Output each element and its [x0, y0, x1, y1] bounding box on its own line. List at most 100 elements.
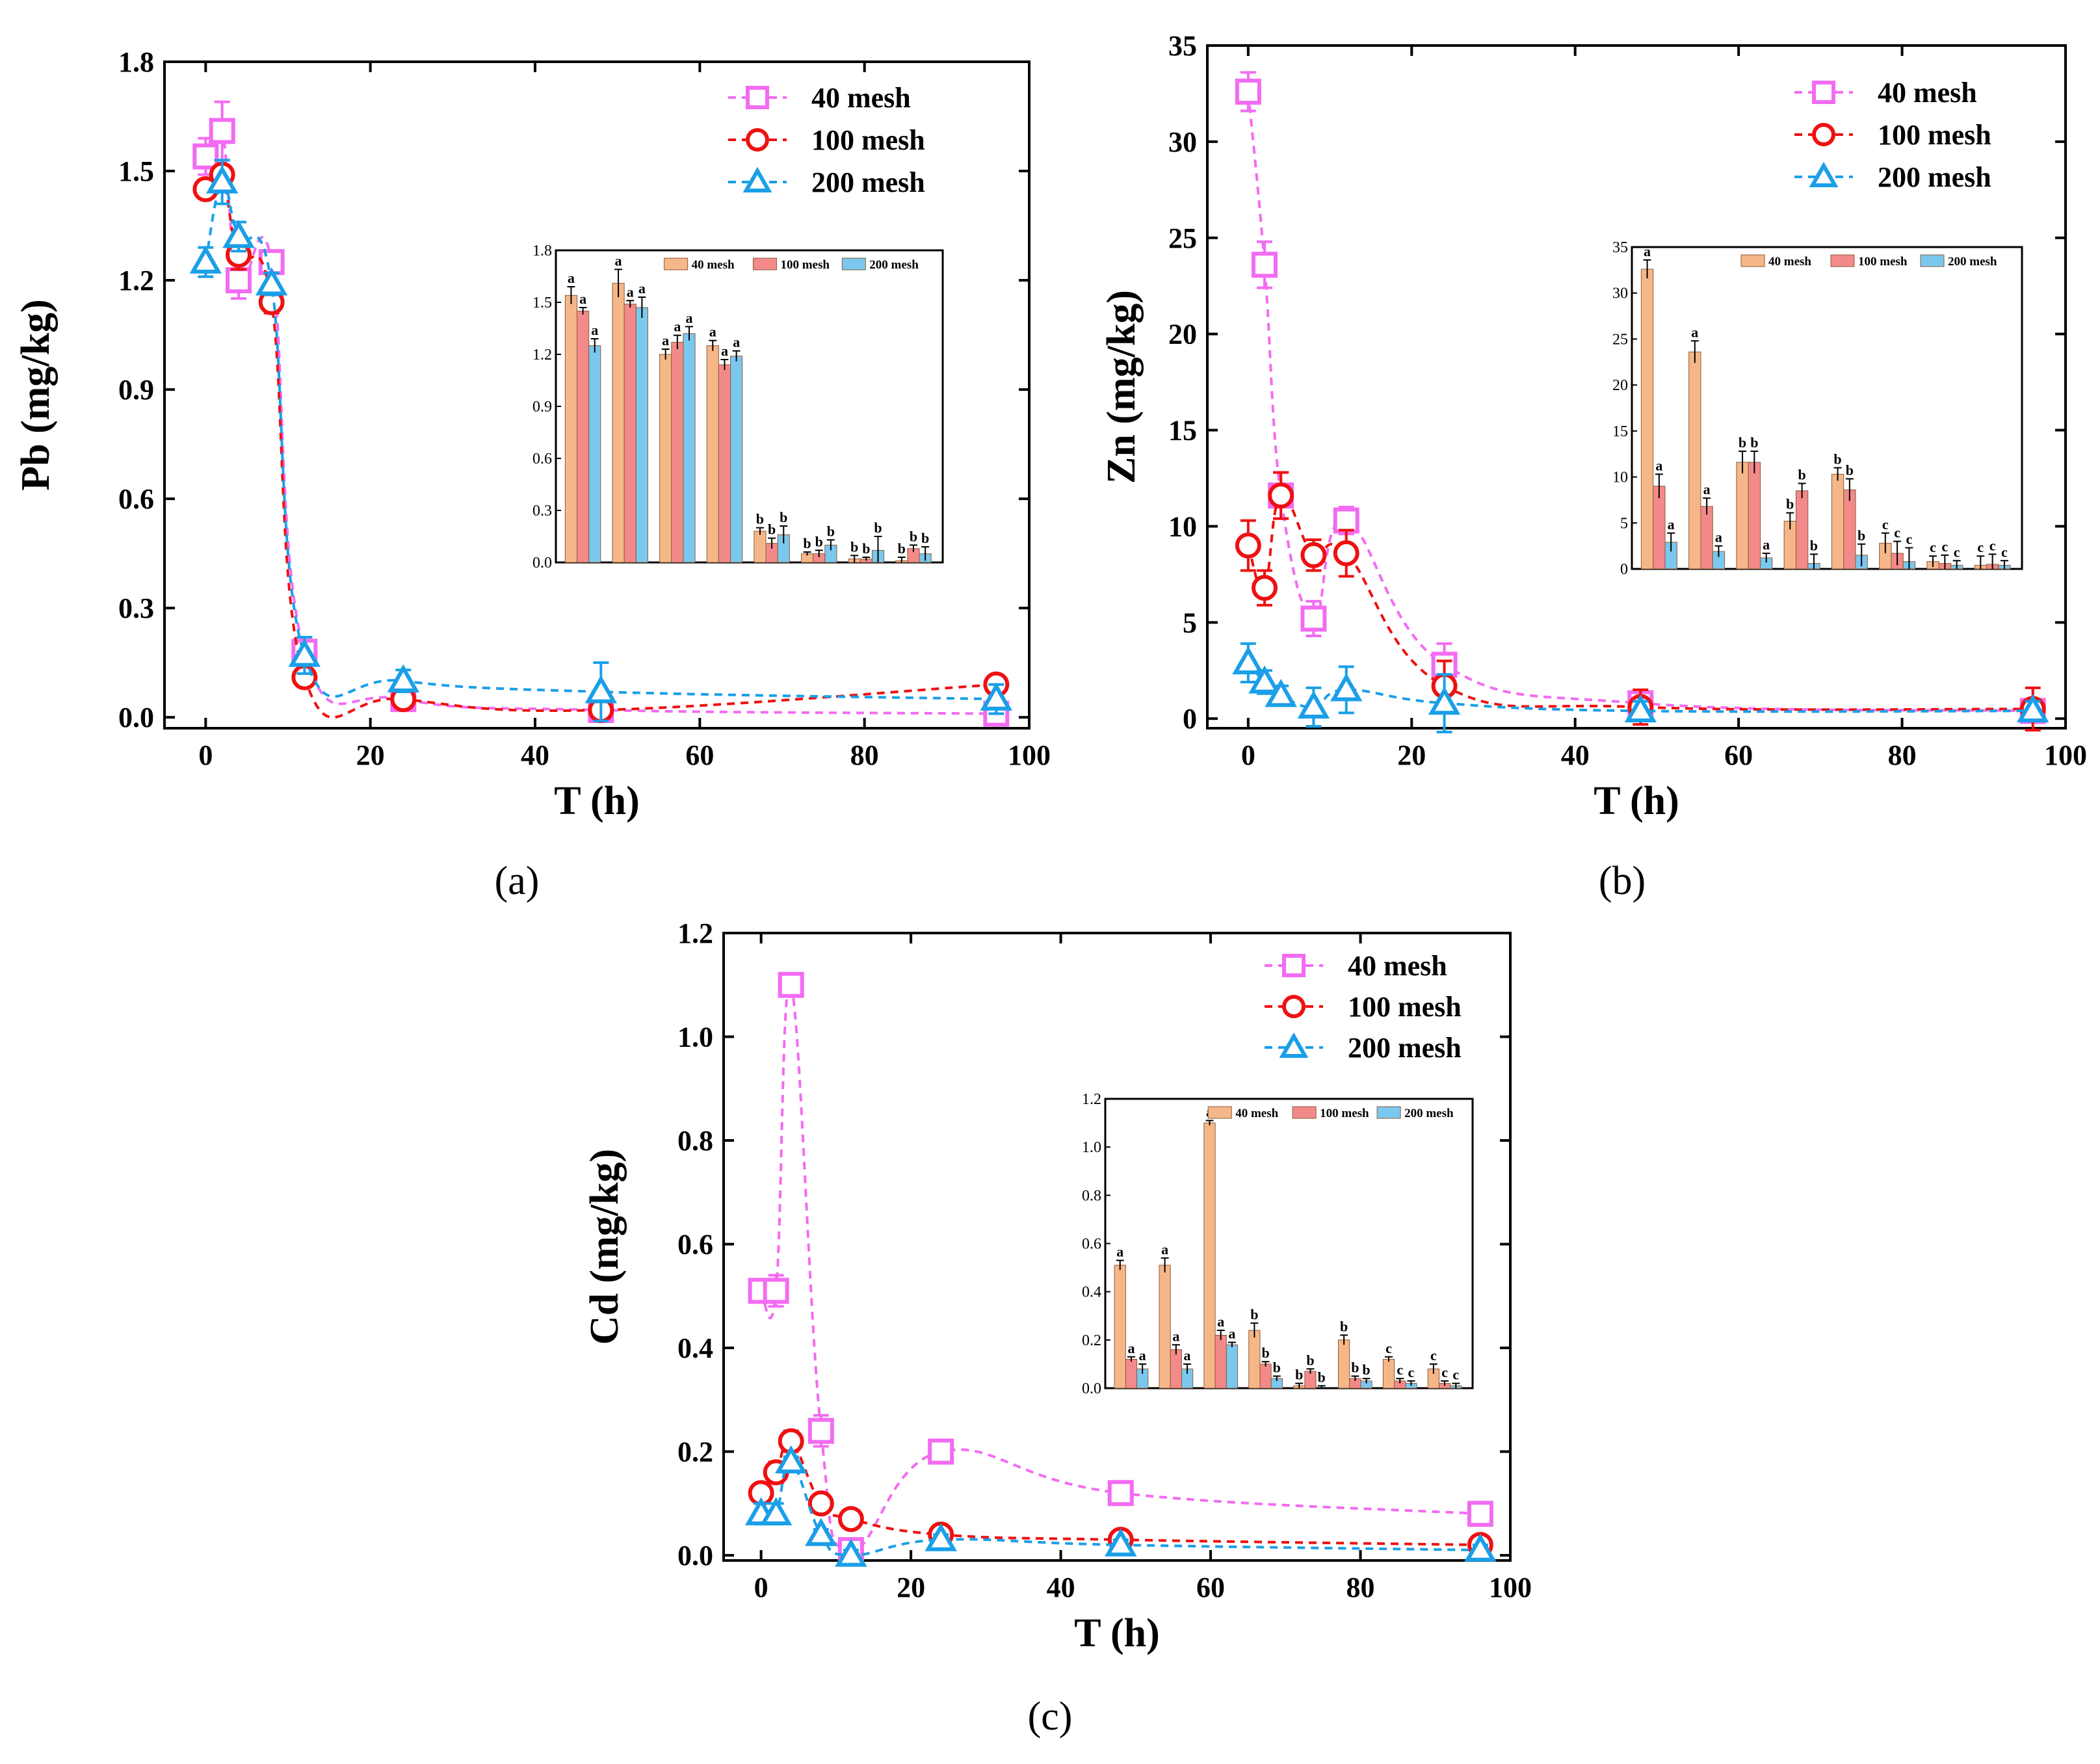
inset-significance-letter: a	[1116, 1243, 1123, 1259]
series-line	[204, 122, 997, 715]
inset-significance-letter: a	[1184, 1347, 1191, 1363]
inset-significance-letter: b	[1273, 1359, 1281, 1375]
inset-significance-letter: b	[862, 540, 870, 557]
inset-y-tick-label: 0.6	[1082, 1236, 1101, 1253]
inset-significance-letter: b	[1846, 462, 1854, 478]
inset-bar	[730, 356, 743, 563]
inset-legend-label: 40 mesh	[1235, 1107, 1278, 1120]
inset-legend-swatch	[1830, 254, 1855, 267]
inset-y-tick-label: 35	[1612, 239, 1628, 256]
inset-bar	[1125, 1359, 1138, 1389]
inset-bar	[1338, 1339, 1350, 1389]
chart-panel-c: 0 20 40 60 80 100 0.0 0.2 0.4 0.6 0.8 1.0 1.2 T (h) Cd…	[583, 917, 1532, 1739]
x-tick-label: 0	[1241, 739, 1255, 771]
x-tick-label: 80	[1346, 1572, 1375, 1603]
inset-bar	[1843, 489, 1856, 570]
inset-significance-letter: b	[1351, 1359, 1359, 1375]
inset-y-tick-label: 20	[1612, 377, 1628, 394]
inset-significance-letter: a	[591, 322, 598, 338]
data-point	[1300, 542, 1327, 568]
y-tick-label: 35	[1168, 30, 1197, 62]
data-point	[1428, 686, 1461, 715]
y-tick-label: 1.8	[118, 46, 154, 78]
x-tick-label: 60	[1724, 739, 1753, 771]
inset-significance-letter: b	[1857, 527, 1865, 544]
legend-marker	[1812, 123, 1835, 146]
data-point	[759, 1497, 793, 1525]
data-point	[387, 664, 420, 692]
series-line	[1246, 494, 2033, 711]
inset-significance-letter: a	[1763, 536, 1770, 553]
inset-significance-letter: c	[1989, 537, 1996, 553]
inset-bar	[671, 341, 684, 563]
legend-label: 40 mesh	[1878, 77, 1977, 109]
inset-bar	[1748, 462, 1761, 570]
data-point	[1268, 482, 1294, 509]
inset-y-tick-label: 25	[1612, 331, 1628, 348]
inset-significance-letter: a	[579, 291, 586, 307]
inset-legend-label: 100 mesh	[780, 258, 830, 272]
inset-significance-letter: b	[1362, 1362, 1370, 1378]
inset-bar	[1114, 1265, 1126, 1389]
y-tick-label: 1.2	[118, 265, 154, 296]
x-tick-label: 80	[850, 739, 879, 771]
inset-bar	[1248, 1330, 1261, 1389]
inset-significance-letter: b	[780, 509, 787, 525]
inset-significance-letter: a	[1139, 1347, 1146, 1363]
inset-bar	[718, 364, 731, 563]
x-axis-label: T (h)	[1594, 779, 1679, 823]
inset-legend-label: 40 mesh	[1768, 255, 1811, 269]
inset-significance-letter: a	[1655, 457, 1662, 473]
inset-significance-letter: a	[1691, 324, 1698, 340]
inset-legend-label: 40 mesh	[692, 258, 735, 272]
x-tick-label: 40	[521, 739, 549, 771]
x-tick-label: 100	[1489, 1572, 1532, 1603]
inset-significance-letter: b	[1810, 537, 1818, 553]
inset-significance-letter: c	[2001, 544, 2008, 560]
inset-y-tick-label: 0.9	[532, 399, 552, 415]
y-axis-label: Cd (mg/kg)	[583, 1149, 627, 1345]
x-tick-label: 0	[198, 739, 213, 771]
inset-significance-letter: b	[1786, 496, 1794, 512]
data-point	[837, 1506, 864, 1533]
x-tick-label: 100	[1008, 739, 1051, 771]
x-tick-label: 0	[754, 1572, 768, 1603]
plot-frame	[163, 60, 1030, 730]
x-tick-label: 20	[897, 1572, 925, 1603]
inset-significance-letter: b	[815, 533, 823, 549]
data-point	[222, 220, 255, 248]
inset-y-tick-label: 0.3	[532, 503, 552, 520]
data-point	[192, 143, 219, 170]
y-tick-label: 0.6	[118, 483, 154, 515]
inset-bar	[1170, 1349, 1182, 1389]
inset-significance-letter: a	[709, 324, 716, 340]
inset-significance-letter: c	[1441, 1364, 1448, 1380]
data-point	[1297, 690, 1330, 719]
inset-significance-letter: c	[1977, 539, 1984, 555]
y-tick-label: 5	[1183, 607, 1197, 638]
inset-legend-swatch	[752, 257, 777, 270]
x-tick-label: 100	[2044, 739, 2087, 771]
inset-significance-letter: c	[1882, 516, 1889, 533]
y-axis-label: Pb (mg/kg)	[14, 299, 58, 491]
inset-significance-letter: b	[910, 528, 917, 544]
inset-legend-swatch	[1207, 1106, 1232, 1119]
y-tick-label: 0.0	[677, 1540, 713, 1572]
inset-significance-letter: c	[1452, 1367, 1459, 1383]
legend-label: 200 mesh	[1878, 161, 1991, 193]
inset-legend-label: 200 mesh	[1404, 1107, 1454, 1120]
plot-frame	[1206, 44, 2067, 730]
inset-y-tick-label: 0.0	[1082, 1380, 1101, 1397]
data-point	[2016, 694, 2049, 723]
x-axis-label: T (h)	[554, 779, 640, 823]
inset-legend-label: 200 mesh	[1948, 255, 1997, 269]
inset-y-tick-label: 1.0	[1082, 1139, 1101, 1156]
data-point	[774, 1445, 807, 1474]
inset-y-tick-label: 0.8	[1082, 1187, 1101, 1204]
x-tick-label: 60	[685, 739, 714, 771]
inset-significance-letter: a	[1217, 1313, 1224, 1330]
legend-label: 200 mesh	[1348, 1032, 1462, 1064]
chart-panel-a: 0 20 40 60 80 100 0.0 0.3 0.6 0.9 1.2 1.5 1.8 T (h) Pb…	[14, 46, 1051, 903]
data-point	[925, 1523, 957, 1551]
